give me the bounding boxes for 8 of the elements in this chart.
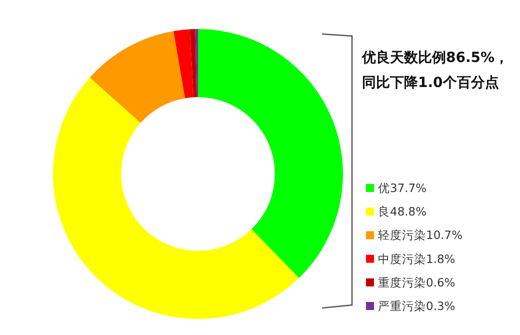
legend-label: 优37.7% xyxy=(378,181,427,195)
text: 优良天数比例86.5%， xyxy=(361,49,509,66)
legend-label: 良48.8% xyxy=(378,204,427,219)
legend-label: 轻度污染10.7% xyxy=(378,228,463,242)
text: 同比下降1.0个百分点 xyxy=(362,75,499,91)
legend-label: 中度污染1.8% xyxy=(378,252,456,266)
legend-label: 严重污染0.3% xyxy=(378,299,456,313)
legend-label: 重度污染0.6% xyxy=(378,275,456,290)
